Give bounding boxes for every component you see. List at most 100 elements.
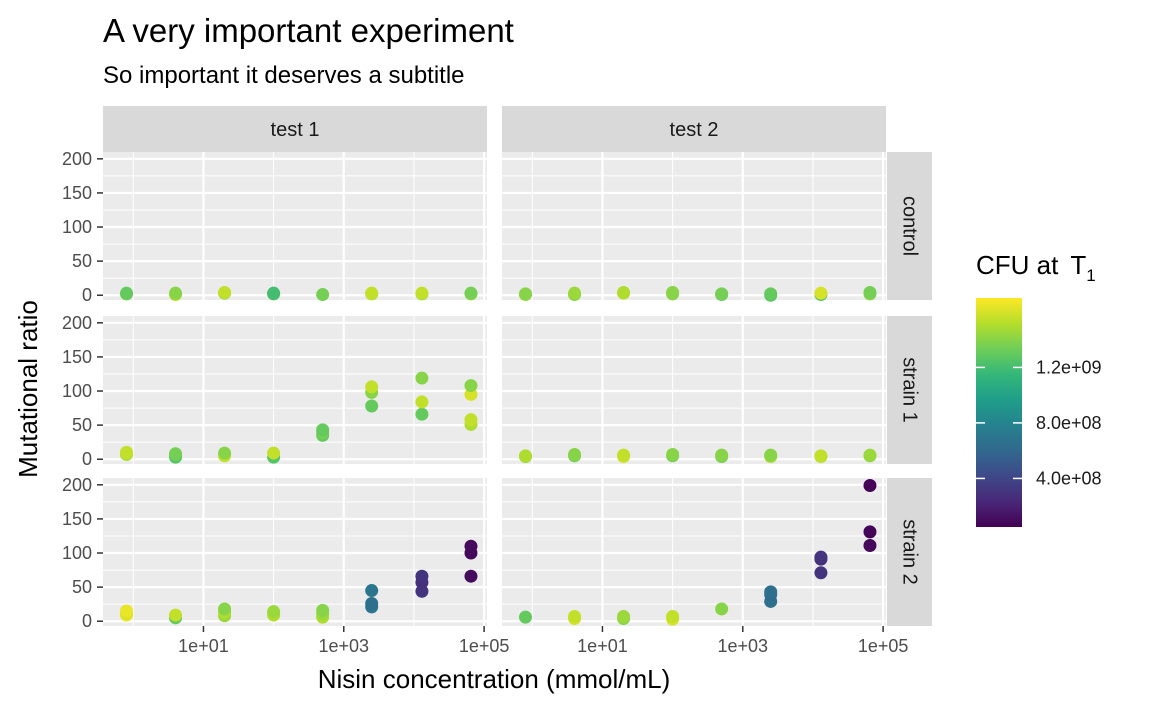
data-point	[316, 603, 330, 617]
data-point	[415, 407, 429, 421]
x-axis-title: Nisin concentration (mmol/mL)	[318, 664, 671, 694]
facet-strip-row	[887, 152, 932, 300]
data-point	[267, 605, 281, 619]
x-tick-label: 1e+05	[858, 636, 909, 656]
data-point	[464, 539, 478, 553]
y-tick-label: 200	[62, 149, 92, 169]
data-point	[715, 602, 729, 616]
facet-strip-label: strain 1	[899, 357, 921, 423]
data-point	[365, 596, 379, 610]
data-point	[764, 448, 778, 462]
data-point	[218, 446, 232, 460]
data-point	[863, 539, 877, 553]
x-tick-label: 1e+01	[577, 636, 628, 656]
data-point	[316, 288, 330, 302]
facet-strip-label: control	[899, 196, 921, 256]
x-tick-label: 1e+05	[459, 636, 510, 656]
data-point	[365, 584, 379, 598]
y-tick-label: 100	[62, 381, 92, 401]
data-point	[518, 449, 532, 463]
data-point	[218, 285, 232, 299]
data-point	[814, 566, 828, 580]
panel-test1-strain1	[103, 316, 487, 464]
y-tick-label: 200	[62, 313, 92, 333]
panel-test1-control	[103, 152, 487, 300]
facet-strip-column	[502, 106, 886, 152]
data-point	[518, 287, 532, 301]
y-tick-label: 150	[62, 347, 92, 367]
y-tick-label: 100	[62, 543, 92, 563]
data-point	[764, 585, 778, 599]
data-point	[415, 371, 429, 385]
data-point	[119, 286, 133, 300]
data-point	[764, 287, 778, 301]
y-tick-label: 150	[62, 183, 92, 203]
data-point	[218, 602, 232, 616]
data-point	[715, 287, 729, 301]
data-point	[464, 286, 478, 300]
data-point	[169, 608, 183, 622]
y-tick-label: 150	[62, 509, 92, 529]
y-tick-label: 0	[82, 611, 92, 631]
y-tick-label: 0	[82, 285, 92, 305]
data-point	[814, 449, 828, 463]
chart-title: A very important experiment	[103, 12, 514, 49]
axes: 0 50 100 150 200 0 50 100 150 200 0 50 100 150 200 1e+0…	[62, 149, 908, 656]
data-point	[415, 395, 429, 409]
data-point	[863, 479, 877, 493]
data-point	[415, 569, 429, 583]
data-point	[119, 445, 133, 459]
x-tick-label: 1e+03	[318, 636, 369, 656]
data-point	[365, 286, 379, 300]
data-point	[119, 604, 133, 618]
data-point	[464, 379, 478, 393]
facet-strip-row	[887, 478, 932, 626]
data-point	[863, 525, 877, 539]
panel-test2-control	[502, 152, 886, 300]
legend-tick-label: 8.0e+08	[1036, 413, 1102, 433]
facet-strip-label: strain 2	[899, 519, 921, 585]
data-point	[617, 448, 631, 462]
data-point	[464, 569, 478, 583]
data-point	[568, 286, 582, 300]
y-tick-label: 50	[72, 415, 92, 435]
data-point	[267, 446, 281, 460]
data-point	[666, 609, 680, 623]
data-point	[568, 609, 582, 623]
panel-test2-strain1	[502, 316, 886, 464]
data-point	[415, 286, 429, 300]
color-legend: CFU at T1 4.0e+08 8.0e+08 1.2e+09	[976, 250, 1102, 527]
legend-title: CFU at T1	[976, 250, 1096, 285]
facet-strips: test 1 test 2 control strain 1 strain 2	[103, 106, 932, 626]
legend-tick-label: 1.2e+09	[1036, 357, 1102, 377]
data-point	[464, 413, 478, 427]
y-tick-label: 100	[62, 217, 92, 237]
data-point	[365, 380, 379, 394]
data-point	[316, 423, 330, 437]
legend-tick-label: 4.0e+08	[1036, 468, 1102, 488]
y-tick-label: 200	[62, 475, 92, 495]
data-point	[666, 447, 680, 461]
panels-layer	[103, 152, 886, 626]
data-point	[365, 399, 379, 413]
facet-strip-row	[887, 316, 932, 464]
data-point	[518, 610, 532, 624]
facet-strip-label: test 2	[670, 119, 719, 141]
facet-strip-label: test 1	[271, 119, 320, 141]
data-point	[169, 447, 183, 461]
data-point	[617, 285, 631, 299]
x-tick-label: 1e+01	[178, 636, 229, 656]
data-point	[863, 448, 877, 462]
y-axis-title: Mutational ratio	[13, 300, 43, 478]
y-tick-label: 50	[72, 251, 92, 271]
data-point	[814, 550, 828, 564]
data-point	[617, 609, 631, 623]
data-point	[863, 285, 877, 299]
legend-colorbar	[976, 298, 1022, 527]
y-tick-label: 0	[82, 449, 92, 469]
data-point	[169, 286, 183, 300]
y-tick-label: 50	[72, 577, 92, 597]
panel-test2-strain2	[502, 478, 886, 626]
data-point	[267, 286, 281, 300]
